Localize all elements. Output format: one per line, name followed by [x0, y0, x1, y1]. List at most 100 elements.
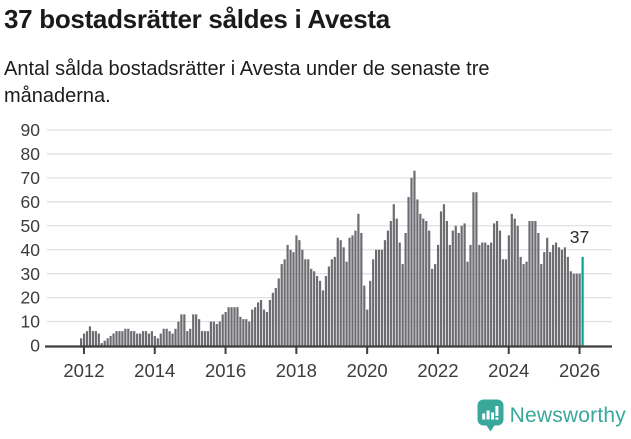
- bar: [230, 307, 233, 346]
- bar: [257, 302, 260, 346]
- bar: [493, 223, 496, 346]
- bar: [218, 321, 221, 346]
- bar: [369, 280, 372, 346]
- newsworthy-logo: Newsworthy: [477, 399, 626, 432]
- bar: [557, 247, 561, 346]
- bar: [428, 230, 431, 346]
- bar: [283, 259, 286, 346]
- y-tick-label: 50: [21, 216, 41, 236]
- bar: [345, 261, 348, 346]
- bar: [259, 300, 263, 346]
- y-tick-label: 40: [21, 240, 41, 260]
- bar: [162, 328, 165, 346]
- bar: [324, 276, 328, 346]
- bar: [153, 335, 156, 346]
- bar: [316, 276, 319, 346]
- bar: [431, 268, 434, 346]
- bar: [147, 333, 151, 346]
- x-tick-label: 2012: [63, 360, 104, 381]
- bar: [200, 331, 204, 346]
- bar: [233, 307, 236, 346]
- bar: [501, 259, 505, 346]
- bar: [82, 333, 86, 346]
- y-tick-label: 10: [21, 312, 41, 332]
- bar: [575, 273, 578, 346]
- bar: [139, 333, 142, 346]
- bar: [354, 230, 357, 346]
- bar: [442, 204, 446, 346]
- bar: [97, 333, 100, 346]
- bar: [566, 256, 569, 346]
- bar: [383, 240, 387, 346]
- bar: [127, 328, 130, 346]
- bar: [537, 232, 540, 346]
- bar: [268, 300, 271, 346]
- bar: [301, 249, 304, 346]
- x-tick-label: 2014: [134, 360, 175, 381]
- bar: [274, 288, 277, 346]
- bar: [192, 314, 195, 346]
- bar: [546, 237, 549, 346]
- bar: [100, 343, 103, 346]
- bar: [195, 314, 198, 346]
- bar: [410, 177, 413, 346]
- bar: [366, 309, 369, 346]
- bar: [171, 333, 174, 346]
- bar: [516, 225, 519, 346]
- bar: [392, 204, 395, 346]
- bar: [298, 240, 301, 346]
- bar: [206, 331, 210, 346]
- bar: [475, 192, 478, 346]
- bar: [398, 242, 401, 346]
- bar: [115, 331, 118, 346]
- y-tick-label: 60: [21, 192, 41, 212]
- bar: [304, 259, 307, 346]
- bar: [144, 331, 148, 346]
- y-tick-label: 0: [30, 336, 40, 356]
- bar: [254, 307, 257, 346]
- bar: [313, 271, 316, 346]
- bar: [242, 319, 245, 346]
- bar: [363, 285, 366, 346]
- bar: [395, 218, 398, 346]
- bar: [460, 225, 463, 346]
- bar: [490, 242, 493, 346]
- bar: [484, 242, 487, 346]
- bar: [469, 244, 472, 346]
- x-tick-label: 2024: [488, 360, 529, 381]
- bar: [262, 309, 266, 346]
- x-tick-label: 2020: [347, 360, 388, 381]
- bar: [351, 235, 354, 346]
- bar: [150, 331, 153, 346]
- bar: [209, 321, 212, 346]
- bar: [522, 264, 525, 346]
- chart-subtitle: Antal sålda bostadsrätter i Avesta under…: [4, 58, 490, 107]
- bar: [466, 261, 469, 346]
- x-tick-label: 2016: [205, 360, 246, 381]
- bar: [504, 259, 507, 346]
- bar: [434, 264, 437, 346]
- bar: [130, 331, 133, 346]
- bar: [186, 331, 189, 346]
- bar: [251, 309, 254, 346]
- bar: [436, 244, 440, 346]
- bar: [112, 333, 115, 346]
- bar: [88, 326, 92, 346]
- bar: [121, 331, 124, 346]
- bar: [236, 307, 239, 346]
- bar: [495, 220, 499, 346]
- bar: [413, 170, 416, 346]
- bar: [295, 235, 298, 346]
- bar: [357, 213, 360, 346]
- bar: [498, 230, 502, 346]
- bar: [265, 311, 269, 346]
- bar: [519, 256, 522, 346]
- newsworthy-brand-text: Newsworthy: [509, 403, 626, 427]
- x-tick-label: 2018: [276, 360, 317, 381]
- bar: [292, 252, 295, 346]
- bar: [248, 321, 251, 346]
- bar: [554, 242, 558, 346]
- bar: [513, 218, 516, 346]
- bar: [543, 252, 546, 346]
